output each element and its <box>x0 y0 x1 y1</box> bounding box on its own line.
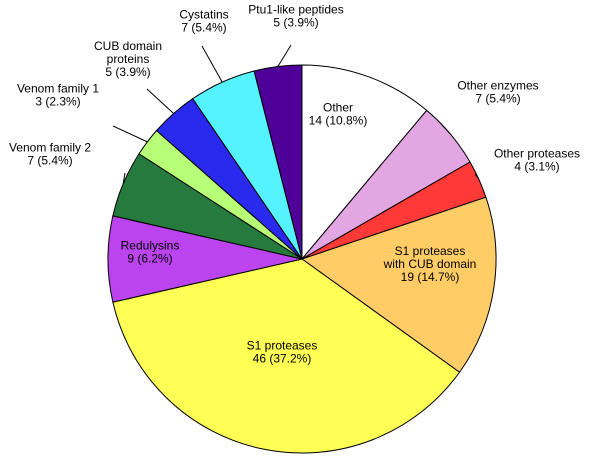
slice-label-line: 46 (37.2%) <box>253 352 312 366</box>
slice-label-line: Venom family 1 <box>17 82 99 96</box>
slice-label-line: Venom family 2 <box>9 141 91 155</box>
slice-label-line: 19 (14.7%) <box>401 270 460 284</box>
leader-line-venom-family-1 <box>112 125 148 143</box>
slice-label-s1-proteases: S1 proteases 46 (37.2%) <box>247 339 318 366</box>
slice-label-line: Cystatins <box>179 8 228 22</box>
leader-line-cub-domain-proteins <box>146 88 174 114</box>
leader-line-venom-family-2 <box>122 172 126 184</box>
slice-label-line: with CUB domain <box>383 257 477 271</box>
leader-line-other-proteases <box>474 173 480 180</box>
slice-label-line: Redulysins <box>121 239 180 253</box>
slice-label-line: 7 (5.4%) <box>475 92 520 106</box>
slice-label-s1-proteases-with-cub-domain: S1 proteases with CUB domain 19 (14.7%) <box>383 244 477 284</box>
slice-label-line: Other enzymes <box>457 79 538 93</box>
slice-label-line: 7 (5.4%) <box>181 21 226 35</box>
slice-label-line: 5 (3.9%) <box>273 16 318 30</box>
slice-label-line: S1 proteases <box>247 339 318 353</box>
slice-label-redulysins: Redulysins 9 (6.2%) <box>121 239 180 266</box>
slice-label-line: Other <box>323 101 353 115</box>
leader-line-cystatins <box>201 45 223 83</box>
slice-label-line: S1 proteases <box>395 244 466 258</box>
leader-line-other-enzymes <box>441 124 451 135</box>
slice-label-line: 4 (3.1%) <box>514 160 559 174</box>
slice-label-cystatins: Cystatins 7 (5.4%) <box>179 8 228 35</box>
slice-label-other-enzymes: Other enzymes 7 (5.4%) <box>457 79 538 106</box>
slice-label-line: 9 (6.2%) <box>127 252 172 266</box>
slice-label-line: 3 (2.3%) <box>35 95 80 109</box>
slice-label-line: Ptu1-like peptides <box>248 3 343 17</box>
pie-slice-s1-proteases-with-cub-domain <box>300 196 497 373</box>
slice-label-line: CUB domain <box>94 39 162 53</box>
slice-label-line: proteins <box>107 52 150 66</box>
pie-slice-other <box>301 64 428 261</box>
slice-label-line: Other proteases <box>494 147 580 161</box>
slice-label-line: 14 (10.8%) <box>309 114 368 128</box>
slice-label-other-proteases: Other proteases 4 (3.1%) <box>494 147 580 174</box>
leader-line-ptu1-like-peptides <box>277 44 292 67</box>
pie-slice-ptu1-like-peptides <box>253 64 303 260</box>
slice-label-line: 7 (5.4%) <box>27 154 72 168</box>
slice-label-line: 5 (3.9%) <box>105 65 150 79</box>
slice-label-other: Other 14 (10.8%) <box>309 101 368 128</box>
slice-label-ptu1-like-peptides: Ptu1-like peptides 5 (3.9%) <box>248 3 343 30</box>
slice-label-cub-domain-proteins: CUB domain proteins 5 (3.9%) <box>94 39 162 79</box>
pie-slice-s1-proteases <box>112 258 461 454</box>
